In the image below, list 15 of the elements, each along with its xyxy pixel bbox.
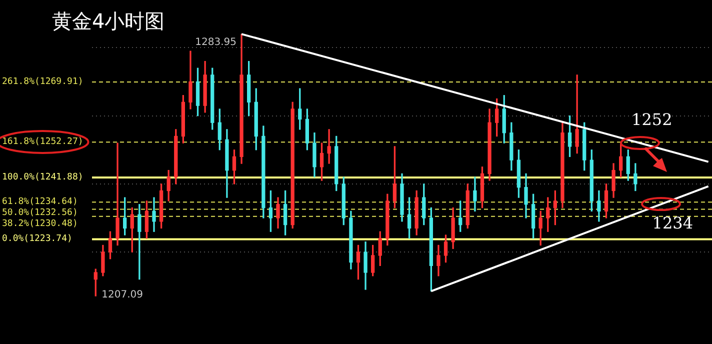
candlestick	[327, 129, 331, 164]
annotation: 1283.95	[195, 36, 237, 48]
candlestick	[575, 74, 579, 154]
ref-line-label: 261.8%(1269.91)	[2, 76, 84, 87]
ref-line-label: 100.0%(1241.88)	[2, 172, 84, 182]
ref-line-label: 50.0%(1232.56)	[2, 208, 78, 218]
ref-line-label: 0.0%(1223.74)	[2, 234, 72, 244]
annotation: 1234	[652, 214, 694, 233]
ref-line-label: 38.2%(1230.48)	[2, 219, 78, 230]
annotation: 1252	[632, 110, 672, 130]
text: 黄金4小时图	[52, 9, 165, 33]
candlestick	[116, 142, 120, 246]
annotation: 1207.09	[102, 290, 144, 301]
ref-line-label: 161.8%(1252.27)	[2, 136, 84, 147]
ref-line-label: 61.8%(1234.64)	[2, 197, 78, 208]
